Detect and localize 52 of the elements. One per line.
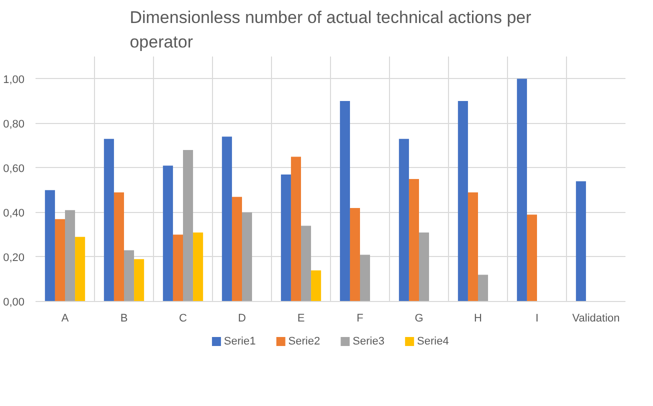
y-tick-label: 0,20: [3, 252, 25, 264]
x-tick-label: I: [535, 312, 539, 324]
bar: [478, 274, 488, 302]
y-tick-label: 0,40: [3, 207, 25, 220]
x-tick-label: A: [61, 312, 70, 324]
bar: [114, 192, 124, 302]
x-tick-label: C: [179, 312, 188, 324]
bar: [290, 156, 301, 302]
bar: [232, 196, 242, 302]
chart-title: Dimensionless number of actual technical actions per operator: [130, 8, 532, 52]
bar: [408, 179, 419, 302]
y-tick-label: 0,00: [3, 296, 25, 308]
bar: [301, 226, 312, 302]
legend-label: Serie1: [224, 336, 256, 348]
bar: [576, 181, 586, 302]
y-tick-label: 1,00: [3, 74, 25, 86]
bar: [54, 219, 65, 302]
bar: [104, 138, 114, 302]
bar: [419, 232, 430, 302]
bar: [340, 101, 350, 302]
x-tick-label: E: [297, 312, 305, 324]
bar: [468, 192, 478, 302]
bar: [134, 259, 144, 302]
x-tick-label: F: [356, 312, 364, 324]
bar: [526, 214, 537, 302]
bar: [458, 101, 468, 302]
bar: [193, 232, 204, 302]
bar: [280, 174, 291, 302]
bar: [124, 250, 134, 302]
bar: [350, 208, 360, 302]
bar: [44, 190, 55, 302]
x-tick-label: D: [238, 312, 246, 324]
legend-label: Serie2: [288, 336, 320, 348]
bar: [360, 254, 370, 302]
bar: [398, 138, 409, 302]
x-tick-label: H: [474, 312, 482, 324]
bar: [516, 78, 527, 302]
bar: [183, 150, 194, 302]
bar: [162, 166, 173, 302]
bar: [75, 236, 86, 302]
bar: [65, 210, 76, 302]
bar: [311, 270, 322, 302]
bar: [172, 234, 183, 302]
legend-label: Serie4: [417, 336, 449, 348]
x-tick-label: G: [414, 312, 424, 324]
x-tick-label: B: [120, 312, 128, 324]
y-tick-label: 0,80: [3, 118, 25, 130]
x-tick-label: Validation: [572, 312, 620, 324]
y-tick-label: 0,60: [3, 162, 25, 175]
bar: [242, 212, 252, 302]
bar: [222, 136, 232, 302]
legend-label: Serie3: [352, 336, 384, 348]
